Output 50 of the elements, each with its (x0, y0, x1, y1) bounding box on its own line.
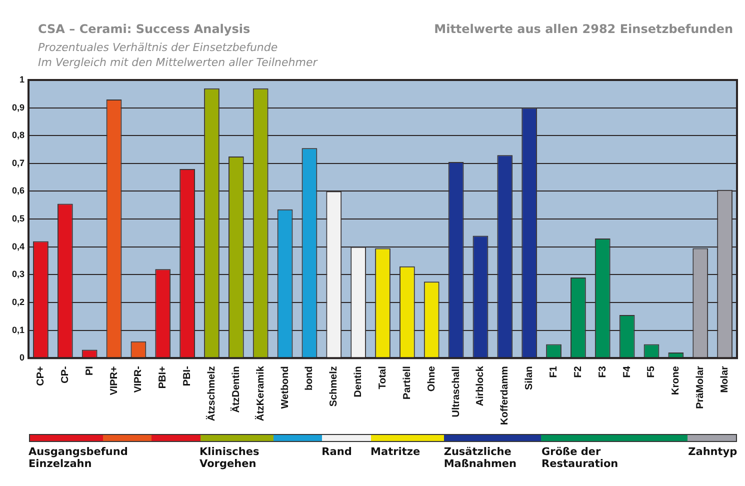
text: Größe der Restauration (542, 446, 618, 470)
x-tick-label: Schmelz (328, 366, 340, 407)
x-tick-label: F4 (622, 366, 633, 378)
x-tick-label: Ultraschall (450, 366, 462, 418)
text: Matritze (370, 446, 420, 458)
y-tick-label: 0,1 (12, 324, 25, 335)
x-tick-label: Kofferdamm (500, 366, 511, 426)
y-tick-label: 0 (19, 352, 25, 363)
x-tick-label: PBI+ (158, 366, 169, 389)
text: Ausgangsbefund Einzelzahn (28, 446, 128, 470)
y-tick-label: 0,5 (12, 214, 25, 224)
x-tick-label: ÄtzKeramik (254, 366, 266, 422)
x-tick-label: F3 (597, 366, 608, 378)
x-tick-label: F2 (572, 366, 584, 378)
x-tick-label: VIPR- (133, 366, 144, 393)
x-tick-label: Silan (524, 366, 536, 390)
x-tick-label: ÄtzDentin (230, 366, 242, 413)
y-tick-label: 1 (19, 74, 25, 84)
y-tick-label: 0,2 (12, 296, 25, 307)
text: Mittelwerte aus allen 2982 Einsetzbefunden (434, 22, 733, 36)
x-tick-label: Krone (670, 366, 682, 396)
y-tick-label: 0,3 (12, 269, 25, 280)
x-tick-label: Partiell (402, 366, 413, 400)
y-tick-label: 0,7 (12, 158, 25, 168)
x-tick-label: PI (84, 366, 96, 376)
chart-title: CSA – Cerami: Success Analysis (38, 22, 250, 36)
x-tick-label: F1 (548, 366, 560, 378)
text: Zusätzliche Maßnahmen (444, 446, 516, 470)
x-tick-label: Dentin (353, 366, 364, 398)
x-tick-label: CP+ (35, 366, 46, 386)
x-tick-label: Molar (720, 366, 731, 393)
x-tick-label: F5 (646, 366, 658, 378)
x-tick-label: VIPR+ (108, 366, 120, 396)
text: Zahntyp (688, 446, 738, 458)
y-tick-label: 0,6 (12, 186, 25, 196)
x-tick-label: bond (304, 366, 316, 391)
x-tick-label: Ätzschmelz (205, 366, 218, 422)
x-tick-label: Wetbond (280, 366, 291, 409)
y-tick-label: 0,4 (12, 241, 25, 252)
x-tick-label: Ohne (426, 366, 438, 392)
y-tick-label: 0,8 (12, 130, 25, 140)
text: Klinisches Vorgehen (200, 446, 260, 470)
chart-subtitle: Prozentuales Verhältnis der Einsetzbefunde Im Vergleich mit den Mittelwerten aller Teilnehmer (38, 40, 318, 70)
x-tick-label: Airblock (475, 366, 486, 406)
y-tick-label: 0,9 (12, 102, 25, 112)
x-tick-label: PBI- (182, 366, 194, 386)
x-tick-label: PräMolar (695, 366, 706, 409)
x-tick-label: CP- (60, 366, 71, 384)
text: Rand (322, 446, 352, 458)
x-tick-label: Total (378, 366, 389, 390)
